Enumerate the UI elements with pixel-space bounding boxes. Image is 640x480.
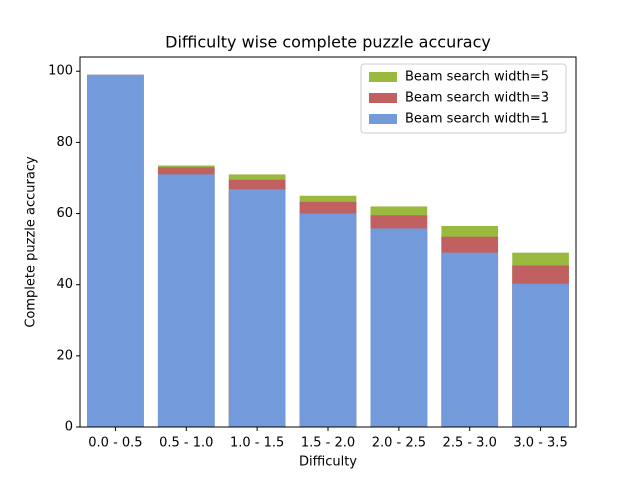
chart-title: Difficulty wise complete puzzle accuracy <box>165 33 491 52</box>
x-tick-label: 3.0 - 3.5 <box>513 436 567 451</box>
legend-swatch <box>369 72 397 82</box>
x-tick-label: 1.0 - 1.5 <box>230 436 284 451</box>
x-axis-label: Difficulty <box>299 455 357 470</box>
y-tick-label: 20 <box>56 348 73 363</box>
legend-box <box>360 63 567 134</box>
y-axis-label: Complete puzzle accuracy <box>24 156 39 328</box>
legend-label: Beam search width=1 <box>405 112 549 127</box>
legend-swatch <box>369 114 397 124</box>
y-tick-label: 0 <box>65 420 73 435</box>
bar <box>87 74 144 428</box>
legend-swatch <box>369 93 397 103</box>
x-tick-label: 1.5 - 2.0 <box>301 436 355 451</box>
plot-frame <box>79 56 577 428</box>
legend-label: Beam search width=5 <box>405 70 549 85</box>
y-tick-label: 80 <box>56 135 73 150</box>
y-tick-label: 100 <box>48 64 73 79</box>
x-tick-label: 2.5 - 3.0 <box>443 436 497 451</box>
bar <box>157 174 215 427</box>
bar <box>299 213 357 427</box>
x-tick-label: 2.0 - 2.5 <box>372 436 426 451</box>
legend-label: Beam search width=3 <box>405 91 549 106</box>
x-tick-label: 0.0 - 0.5 <box>88 436 142 451</box>
bar <box>228 189 286 427</box>
y-tick-label: 40 <box>56 277 73 292</box>
y-tick-label: 60 <box>56 206 73 221</box>
bar <box>441 252 499 427</box>
x-tick-label: 0.5 - 1.0 <box>159 436 213 451</box>
bar <box>512 283 569 427</box>
bar <box>370 228 428 427</box>
